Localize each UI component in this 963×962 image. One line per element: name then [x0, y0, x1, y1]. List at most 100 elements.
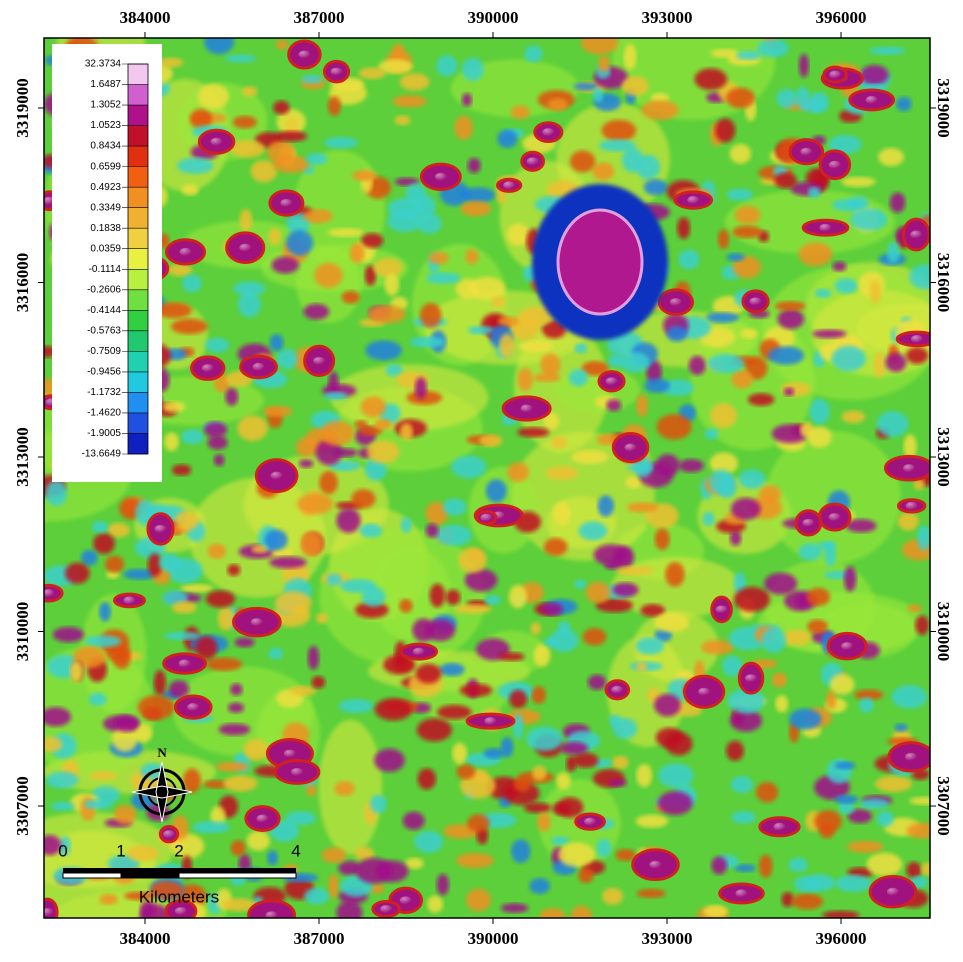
texture-blob — [612, 756, 629, 769]
texture-blob — [177, 158, 213, 174]
texture-blob — [359, 523, 382, 537]
texture-blob — [400, 73, 430, 90]
legend-swatch — [128, 290, 148, 311]
texture-blob — [324, 137, 358, 149]
texture-blob — [208, 436, 228, 450]
texture-highlight — [400, 896, 412, 904]
legend-swatch — [128, 146, 148, 167]
texture-highlight — [687, 196, 699, 204]
texture-blob — [581, 32, 619, 55]
texture-blob — [571, 450, 608, 464]
texture-blob — [316, 613, 328, 624]
legend-swatch — [128, 167, 148, 188]
texture-highlight — [435, 173, 447, 181]
texture-blob — [789, 709, 821, 730]
texture-blob — [230, 683, 242, 695]
texture-blob — [917, 525, 931, 550]
texture-blob — [460, 187, 495, 203]
texture-blob — [530, 622, 541, 634]
texture-highlight — [313, 357, 325, 365]
texture-blob — [715, 118, 735, 142]
texture-blob — [707, 354, 744, 373]
texture-blob — [231, 140, 265, 158]
texture-blob — [898, 512, 919, 530]
texture-blob — [807, 426, 831, 447]
texture-highlight — [887, 888, 899, 896]
texture-blob — [636, 637, 665, 654]
texture-blob — [689, 356, 706, 375]
texture-blob — [711, 49, 739, 58]
texture-blob — [774, 173, 797, 189]
scale-segment — [179, 873, 296, 878]
texture-blob — [678, 249, 699, 269]
legend-label: 32.3734 — [85, 59, 122, 70]
texture-blob — [730, 144, 751, 164]
texture-blob — [374, 749, 405, 772]
texture-blob — [462, 58, 484, 81]
texture-blob — [726, 741, 744, 761]
texture-blob — [588, 675, 606, 690]
texture-blob — [732, 811, 756, 824]
texture-blob — [764, 573, 797, 595]
texture-highlight — [829, 161, 841, 169]
texture-blob — [776, 89, 797, 109]
texture-blob — [172, 601, 197, 613]
texture-blob — [553, 502, 570, 526]
texture-blob — [172, 464, 191, 475]
texture-blob — [206, 658, 242, 671]
texture-blob — [579, 521, 608, 540]
texture-blob — [114, 715, 139, 732]
x-tick-label: 396000 — [816, 929, 867, 948]
texture-blob — [665, 732, 693, 756]
texture-blob — [393, 95, 427, 107]
texture-blob — [870, 281, 882, 304]
texture-blob — [593, 87, 604, 102]
texture-blob — [850, 208, 887, 231]
texture-blob — [341, 291, 359, 304]
texture-blob — [228, 703, 244, 713]
texture-blob — [810, 399, 830, 425]
texture-blob — [272, 257, 299, 274]
scale-label: 0 — [58, 841, 67, 860]
scale-unit: Kilometers — [139, 887, 219, 906]
scale-segment — [121, 868, 179, 873]
legend-swatch — [128, 372, 148, 393]
texture-blob — [730, 531, 741, 546]
texture-blob — [83, 799, 112, 809]
texture-blob — [575, 579, 587, 589]
legend-label: -0.2606 — [87, 284, 121, 295]
texture-blob — [549, 629, 578, 652]
texture-highlight — [625, 444, 637, 452]
texture-blob — [231, 840, 246, 856]
texture-blob — [219, 723, 251, 735]
texture-blob — [511, 839, 530, 863]
texture-blob — [486, 479, 507, 502]
texture-blob — [465, 249, 478, 264]
texture-highlight — [484, 717, 496, 725]
map-figure: 32.37341.64871.30521.05230.84340.65990.4… — [0, 0, 963, 957]
texture-blob — [573, 753, 599, 768]
texture-highlight — [750, 297, 762, 305]
texture-blob — [598, 495, 614, 517]
texture-blob — [732, 226, 762, 238]
texture-blob — [602, 120, 637, 142]
texture-blob — [425, 619, 455, 641]
texture-blob — [644, 179, 668, 195]
texture-blob — [736, 51, 761, 60]
texture-blob — [551, 836, 569, 845]
texture-blob — [834, 278, 858, 294]
texture-blob — [401, 517, 412, 532]
texture-blob — [908, 604, 922, 612]
texture-blob — [655, 528, 670, 550]
texture-blob — [385, 273, 400, 295]
x-tick-label: 393000 — [642, 929, 693, 948]
texture-blob — [439, 663, 464, 676]
x-tick-label: 396000 — [816, 8, 867, 27]
texture-blob — [303, 304, 329, 320]
texture-blob — [525, 45, 543, 62]
texture-blob — [182, 184, 199, 195]
y-tick-label: 3307000 — [934, 776, 953, 836]
texture-blob — [365, 340, 401, 360]
x-tick-label: 390000 — [468, 8, 519, 27]
legend-label: -1.9005 — [87, 428, 121, 439]
